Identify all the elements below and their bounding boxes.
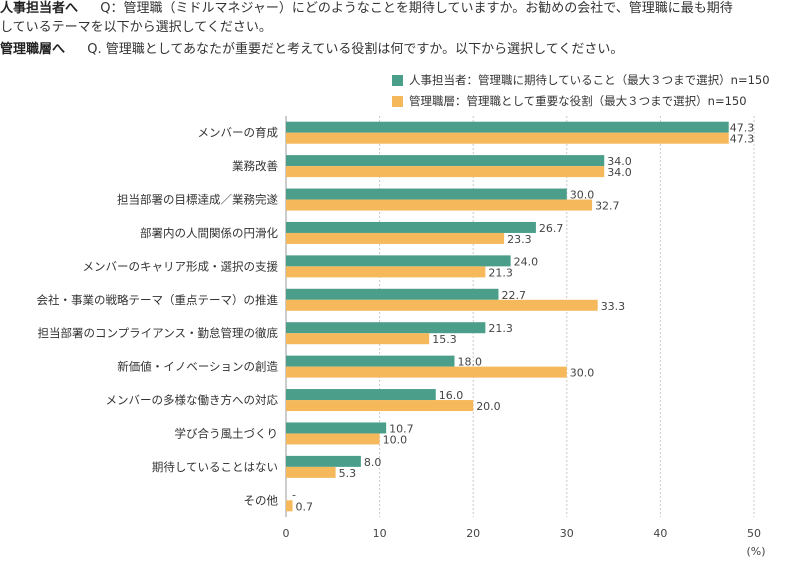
bar-hr [286, 355, 455, 367]
category-label: 学び合う風土づくり [175, 426, 279, 440]
question-1-line-1: 人事担当者へ Q：管理職（ミドルマネジャー）にどのようなことを期待していますか。… [0, 0, 733, 18]
bar-hr [286, 255, 511, 267]
bar-managers [286, 433, 380, 445]
bar-value-label: 0.7 [296, 500, 314, 513]
category-label: 担当部署のコンプライアンス・勤怠管理の徹底 [38, 326, 279, 340]
category-label: 新価値・イノベーションの創造 [117, 360, 278, 374]
category-label: 期待していることはない [152, 460, 278, 474]
bar-hr [286, 221, 536, 233]
question-1-line-2: しているテーマを以下から選択してください。 [0, 20, 272, 35]
bar-value-label: 34.0 [607, 166, 632, 179]
bar-value-label: 47.3 [730, 122, 755, 135]
bar-value-label: 23.3 [507, 233, 532, 246]
bar-hr [286, 288, 499, 300]
bar-value-label: 8.0 [364, 456, 382, 469]
bar-hr [286, 155, 605, 167]
bar-hr [286, 121, 729, 133]
category-label: 担当部署の目標達成／業務完遂 [117, 193, 278, 207]
category-label: 部署内の人間関係の円滑化 [140, 226, 278, 240]
question-2-tag: 管理職層へ [0, 42, 66, 57]
bar-managers [286, 400, 474, 412]
bar-hr [286, 322, 486, 334]
category-label: 会社・事業の戦略テーマ（重点テーマ）の推進 [37, 293, 279, 307]
x-tick-label: 50 [747, 527, 761, 540]
x-tick-label: 20 [466, 527, 480, 540]
category-label: メンバーのキャリア形成・選択の支援 [83, 259, 279, 273]
question-2: 管理職層へ Q. 管理職としてあなたが重要だと考えている役割は何ですか。以下から… [0, 41, 623, 59]
bar-value-label: 30.0 [570, 189, 595, 202]
x-tick-label: 30 [560, 527, 574, 540]
legend-label-hr: 人事担当者：管理職に期待していること（最大３つまで選択）n=150 [409, 73, 770, 87]
bar-managers [286, 466, 336, 478]
x-tick-label: 10 [373, 527, 387, 540]
bar-value-label: 10.0 [383, 433, 408, 446]
bar-value-label: 26.7 [539, 222, 564, 235]
x-tick-label: 40 [653, 527, 667, 540]
bar-value-label: 18.0 [457, 356, 482, 369]
bar-value-label: 33.3 [601, 300, 626, 313]
bar-value-label: - [292, 488, 296, 501]
question-1-text: Q：管理職（ミドルマネジャー）にどのようなことを期待していますか。お勧めの会社で… [100, 1, 733, 16]
bar-value-label: 24.0 [514, 255, 539, 268]
bar-managers [286, 333, 430, 345]
bar-value-label: 32.7 [595, 200, 620, 213]
bar-managers [286, 299, 598, 311]
bar-managers [286, 199, 593, 211]
question-1-tag: 人事担当者へ [0, 1, 79, 16]
bar-value-label: 21.3 [488, 266, 513, 279]
bar-value-label: 5.3 [339, 467, 357, 480]
category-label: メンバーの育成 [198, 126, 279, 140]
bar-value-label: 22.7 [501, 289, 526, 302]
bar-value-label: 47.3 [730, 133, 755, 146]
bar-value-label: 15.3 [432, 333, 457, 346]
bar-hr [286, 389, 436, 401]
category-label: メンバーの多様な働き方への対応 [106, 393, 279, 407]
category-label: その他 [244, 493, 279, 507]
bar-value-label: 21.3 [488, 322, 513, 335]
bar-managers [286, 500, 293, 512]
bar-value-label: 16.0 [439, 389, 464, 402]
bar-value-label: 30.0 [570, 367, 595, 380]
legend-swatch-hr [392, 74, 403, 86]
legend-item-managers: 管理職層：管理職として重要な役割（最大３つまで選択）n=150 [392, 93, 747, 109]
bar-hr [286, 455, 361, 467]
bar-value-label: 10.7 [389, 422, 414, 435]
bar-value-label: 20.0 [476, 400, 501, 413]
bar-managers [286, 232, 505, 244]
bar-value-label: 34.0 [607, 155, 632, 168]
x-axis-unit-label: (%) [746, 545, 765, 558]
bar-hr [286, 188, 567, 200]
legend-swatch-managers [392, 95, 403, 107]
bar-hr [286, 422, 387, 434]
bar-managers [286, 166, 605, 178]
bar-managers [286, 132, 729, 144]
x-tick-label: 0 [283, 527, 290, 540]
question-2-text: Q. 管理職としてあなたが重要だと考えている役割は何ですか。以下から選択してくだ… [87, 42, 624, 57]
bar-managers [286, 266, 486, 278]
category-label: 業務改善 [232, 159, 278, 173]
legend-label-managers: 管理職層：管理職として重要な役割（最大３つまで選択）n=150 [409, 94, 747, 108]
bar-managers [286, 366, 567, 378]
legend-item-hr: 人事担当者：管理職に期待していること（最大３つまで選択）n=150 [392, 72, 770, 88]
